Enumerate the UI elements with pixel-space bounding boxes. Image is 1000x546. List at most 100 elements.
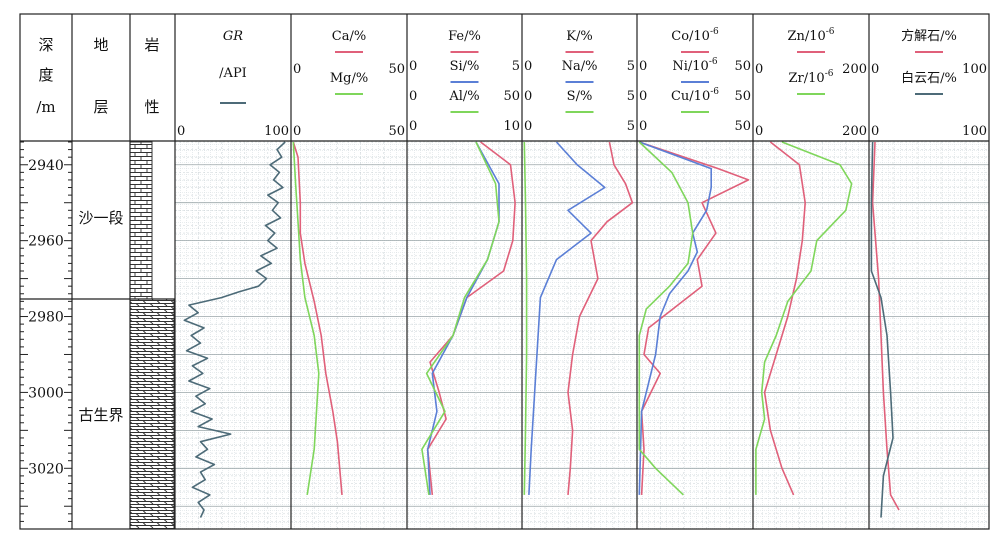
lithology-header-line2: 性 — [144, 98, 159, 116]
grid-k-na-s — [522, 142, 637, 529]
scale-min: 0 — [293, 62, 301, 77]
formation-header-line1: 地 — [93, 36, 108, 54]
curve-label-k-na-s-1: Na/% — [562, 59, 598, 74]
scale-max: 50 — [503, 89, 520, 104]
scale-max: 5 — [512, 59, 520, 74]
gr-curve — [183, 141, 286, 518]
gr-track-header: GR /API 0 100 — [177, 29, 289, 139]
depth-tick-label: 3020 — [28, 461, 64, 477]
curve-label-superscript: -6 — [826, 27, 835, 37]
formation-header-line2: 层 — [93, 98, 108, 116]
scale-max: 50 — [734, 119, 751, 134]
scale-min: 0 — [524, 89, 532, 104]
curve-label-ca-mg-0: Ca/% — [332, 29, 366, 44]
formation-name-lower: 古生界 — [78, 406, 123, 424]
curve-label-zn-zr-1: Zr/10-6 — [789, 69, 834, 86]
frame — [19, 13, 990, 530]
header-lithology: 岩 性 — [144, 36, 159, 116]
scale-max: 200 — [842, 62, 867, 77]
scale-min: 0 — [871, 62, 879, 77]
header-formation: 地 层 — [93, 36, 108, 116]
scale-min: 0 — [409, 59, 417, 74]
scale-max: 100 — [962, 62, 987, 77]
scale-max: 50 — [388, 62, 405, 77]
curve-layer — [183, 141, 900, 518]
depth-tick-label: 2940 — [28, 158, 64, 174]
scale-min: 0 — [755, 124, 763, 139]
curve-calcite-dolomite — [870, 141, 894, 518]
scale-min: 0 — [755, 62, 763, 77]
curve-co-ni-cu — [638, 141, 713, 495]
scale-max: 100 — [962, 124, 987, 139]
scale-max: 5 — [627, 89, 635, 104]
curve-zn-zr — [755, 141, 853, 495]
formation-name-upper: 沙一段 — [78, 209, 123, 227]
grid-fe-si-al — [407, 142, 522, 529]
gr-unit: /API — [219, 66, 247, 81]
lithology-column — [129, 141, 175, 530]
curve-fe-si-al — [426, 141, 500, 495]
grid-ca-mg — [291, 142, 407, 529]
curve-label-fe-si-al-2: Al/% — [448, 89, 479, 104]
scale-min: 0 — [524, 59, 532, 74]
scale-max: 10 — [503, 119, 520, 134]
depth-header-line1: 深 — [38, 36, 53, 54]
depth-header-line2: 度 — [38, 66, 53, 84]
curve-label-co-ni-cu-1: Ni/10-6 — [672, 57, 718, 74]
gr-scale-min: 0 — [177, 124, 185, 139]
scale-min: 0 — [639, 119, 647, 134]
scale-min: 0 — [639, 59, 647, 74]
curve-zn-zr — [763, 141, 807, 496]
curve-label-superscript: -6 — [710, 87, 719, 97]
scale-min: 0 — [409, 119, 417, 134]
lithology-lower-dolomite — [129, 298, 175, 530]
scale-min: 0 — [871, 124, 879, 139]
scale-max: 5 — [627, 119, 635, 134]
depth-axis: 2940 2960 2980 3000 3020 — [20, 141, 72, 530]
formation-labels: 沙一段 古生界 — [78, 209, 123, 424]
curve-label-superscript: -6 — [825, 69, 834, 79]
grid-co-ni-cu — [637, 142, 753, 529]
curve-label-calcite-dolomite-0: 方解石/% — [901, 28, 957, 44]
curve-label-co-ni-cu-2: Cu/10-6 — [671, 87, 719, 104]
depth-header-line3: /m — [36, 98, 55, 116]
depth-tick-label: 3000 — [28, 385, 64, 401]
gr-title: GR — [223, 29, 243, 44]
curve-k-na-s — [567, 141, 634, 495]
curve-label-k-na-s-0: K/% — [566, 29, 592, 44]
scale-max: 50 — [734, 89, 751, 104]
depth-tick-label: 2960 — [28, 234, 64, 250]
curve-ca-mg — [292, 141, 343, 495]
curve-ca-mg — [292, 141, 320, 496]
curve-label-k-na-s-2: S/% — [567, 89, 593, 104]
scale-min: 0 — [639, 89, 647, 104]
lithology-header-line1: 岩 — [144, 36, 159, 54]
curve-label-co-ni-cu-0: Co/10-6 — [671, 27, 719, 44]
scale-max: 50 — [388, 124, 405, 139]
curve-label-zn-zr-0: Zn/10-6 — [787, 27, 834, 44]
depth-tick-label: 2980 — [28, 310, 64, 326]
curve-k-na-s — [523, 141, 528, 495]
grid-layer — [175, 141, 989, 530]
curve-co-ni-cu — [638, 141, 694, 496]
curve-fe-si-al — [421, 141, 500, 496]
scale-min: 0 — [524, 119, 532, 134]
curve-label-superscript: -6 — [709, 57, 718, 67]
curve-label-fe-si-al-0: Fe/% — [448, 29, 481, 44]
curve-k-na-s — [528, 141, 606, 495]
grid-zn-zr — [753, 142, 869, 529]
curve-calcite-dolomite — [871, 141, 900, 511]
header-depth: 深 度 /m — [36, 36, 55, 116]
curve-label-fe-si-al-1: Si/% — [450, 59, 480, 74]
scale-max: 200 — [842, 124, 867, 139]
curve-label-calcite-dolomite-1: 白云石/% — [901, 70, 957, 86]
curve-label-superscript: -6 — [710, 27, 719, 37]
gr-scale-max: 100 — [264, 124, 289, 139]
grid-gr — [175, 142, 291, 529]
scale-min: 0 — [409, 89, 417, 104]
scale-min: 0 — [293, 124, 301, 139]
scale-max: 5 — [627, 59, 635, 74]
scale-max: 50 — [734, 59, 751, 74]
